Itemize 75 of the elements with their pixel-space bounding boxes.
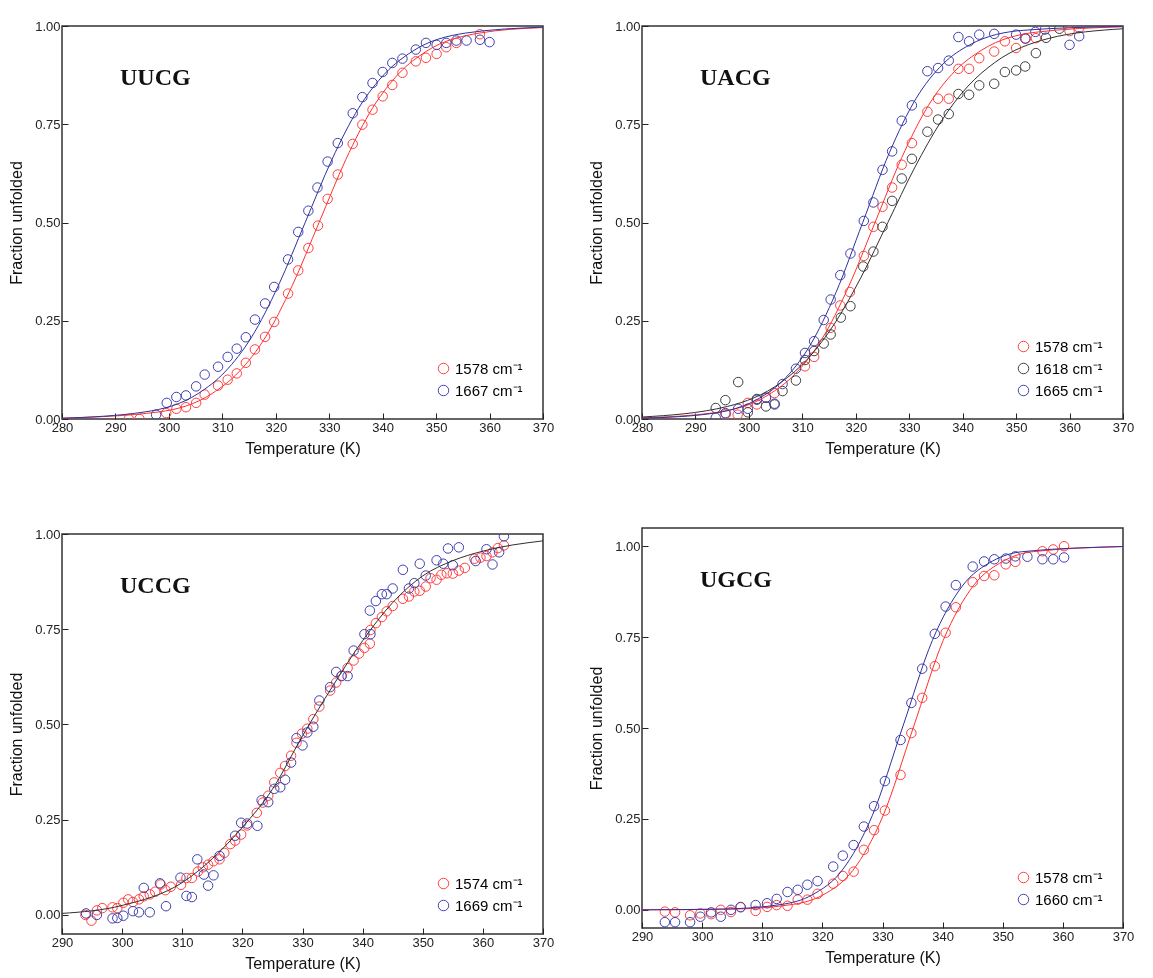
y-tick-label: 1.00	[615, 18, 641, 34]
text: UACG	[700, 64, 771, 90]
y-tick-label: 0.75	[615, 116, 641, 132]
x-tick-label: 290	[51, 934, 74, 950]
x-axis-title: Temperature (K)	[245, 954, 361, 972]
legend-label: 1618 cm⁻¹	[1035, 359, 1103, 377]
legend-label: 1667 cm⁻¹	[455, 381, 523, 399]
text: UUCG	[120, 64, 191, 90]
x-tick-label: 350	[992, 928, 1015, 944]
text: UGCG	[700, 566, 773, 592]
x-axis-title: Temperature (K)	[245, 439, 361, 457]
y-axis-title: Fraction unfolded	[8, 672, 26, 797]
x-tick-label: 330	[318, 419, 341, 435]
x-axis-title: Temperature (K)	[825, 948, 941, 966]
x-tick-label: 310	[791, 419, 814, 435]
y-tick-label: 0.25	[615, 811, 641, 827]
legend-label: 1578 cm⁻¹	[1035, 868, 1103, 886]
x-tick-label: 340	[372, 419, 395, 435]
x-tick-label: 360	[479, 419, 501, 435]
x-tick-label: 300	[158, 419, 181, 435]
x-tick-label: 360	[472, 934, 495, 950]
x-tick-label: 310	[211, 419, 234, 435]
legend-label: 1660 cm⁻¹	[1035, 890, 1103, 908]
x-tick-label: 350	[1005, 419, 1028, 435]
y-tick-label: 0.50	[35, 716, 61, 732]
y-tick-label: 0.50	[35, 215, 61, 230]
y-tick-label: 0.25	[35, 313, 61, 329]
x-tick-label: 350	[412, 934, 435, 950]
x-tick-label: 370	[532, 934, 555, 950]
y-tick-label: 0.00	[35, 907, 61, 923]
x-tick-label: 290	[631, 928, 654, 944]
x-axis-title: Temperature (K)	[825, 439, 941, 457]
legend-label: 1578 cm⁻¹	[455, 359, 523, 377]
y-tick-label: 0.75	[35, 621, 61, 637]
x-tick-label: 370	[532, 419, 555, 435]
x-tick-label: 340	[352, 934, 374, 950]
x-tick-label: 300	[738, 419, 761, 435]
x-tick-label: 360	[1059, 419, 1081, 435]
x-tick-label: 330	[292, 934, 314, 950]
x-tick-label: 320	[265, 419, 288, 435]
x-tick-label: 330	[872, 928, 894, 944]
y-tick-label: 0.25	[615, 313, 641, 329]
text: UCCG	[120, 572, 191, 598]
x-tick-label: 320	[232, 934, 254, 950]
x-tick-label: 330	[898, 419, 921, 435]
x-tick-label: 310	[171, 934, 194, 950]
legend-label: 1665 cm⁻¹	[1035, 381, 1103, 399]
y-tick-label: 0.50	[615, 215, 641, 230]
x-tick-label: 320	[812, 928, 834, 944]
x-tick-label: 300	[111, 934, 134, 950]
y-axis-title: Fraction unfolded	[588, 666, 606, 791]
x-tick-label: 370	[1112, 928, 1135, 944]
y-axis-title: Fraction unfolded	[8, 161, 26, 285]
y-tick-label: 0.25	[35, 812, 61, 828]
y-tick-label: 0.75	[35, 116, 61, 132]
x-tick-label: 340	[952, 419, 975, 435]
x-tick-label: 300	[691, 928, 714, 944]
x-tick-label: 370	[1112, 419, 1135, 435]
x-tick-label: 360	[1052, 928, 1075, 944]
x-tick-label: 350	[425, 419, 448, 435]
y-tick-label: 0.00	[615, 902, 641, 918]
legend-label: 1578 cm⁻¹	[1035, 337, 1103, 355]
y-axis-title: Fraction unfolded	[588, 161, 606, 285]
y-tick-label: 0.75	[615, 629, 641, 645]
legend-label: 1574 cm⁻¹	[455, 874, 523, 892]
legend-label: 1669 cm⁻¹	[455, 896, 523, 914]
x-tick-label: 310	[751, 928, 774, 944]
x-tick-label: 320	[845, 419, 868, 435]
x-tick-label: 340	[932, 928, 954, 944]
y-tick-label: 1.00	[35, 18, 61, 34]
y-tick-label: 0.50	[615, 720, 641, 736]
x-tick-label: 290	[685, 419, 707, 435]
x-tick-label: 290	[105, 419, 127, 435]
y-tick-label: 1.00	[35, 526, 61, 542]
y-tick-label: 1.00	[615, 538, 641, 554]
